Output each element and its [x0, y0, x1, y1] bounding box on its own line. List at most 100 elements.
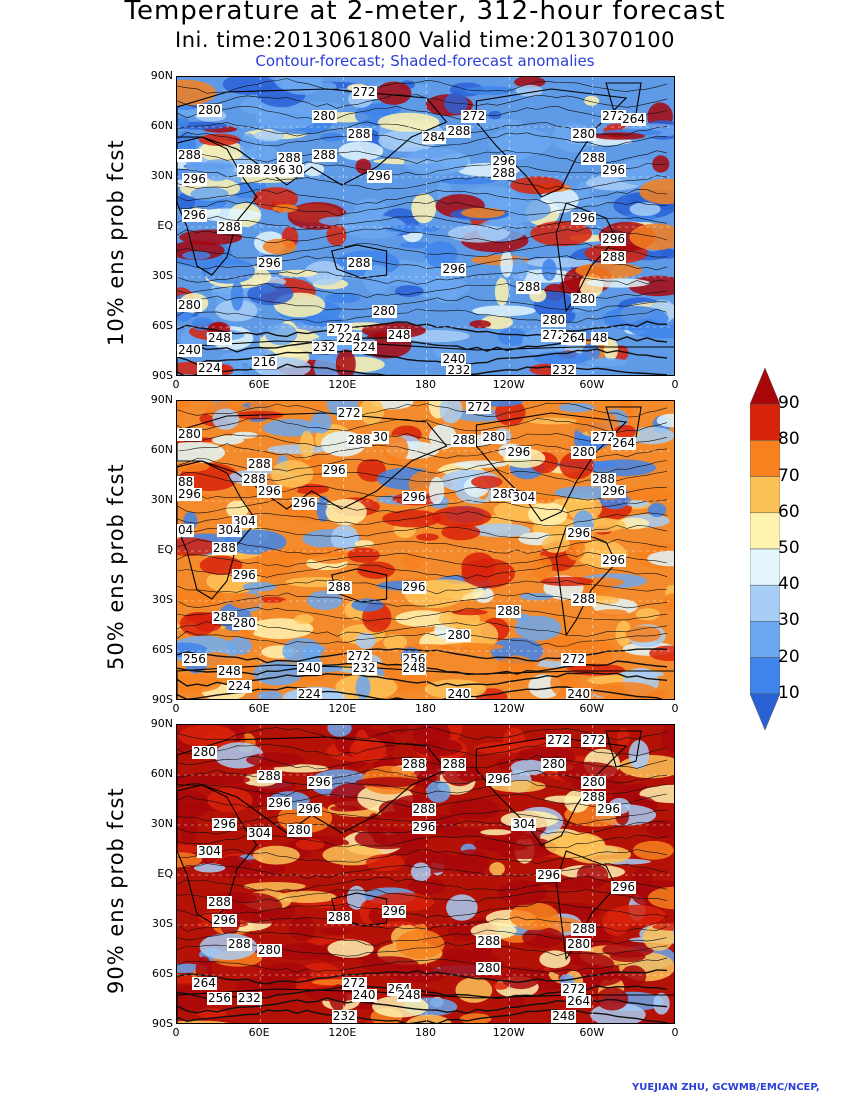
- colorbar-segment: [750, 548, 780, 586]
- anomaly-cell: [383, 435, 409, 464]
- contour-label: 280: [481, 430, 507, 444]
- anomaly-cell: [177, 985, 212, 1012]
- anomaly-cell: [603, 306, 669, 331]
- contour-line: [177, 876, 668, 892]
- anomaly-cell: [385, 224, 440, 233]
- lat-tick-label: 90S: [152, 1017, 173, 1030]
- colorbar-segment: [750, 403, 780, 441]
- contour-label: 272: [341, 976, 367, 990]
- contour-label: 280: [581, 775, 607, 789]
- contour-line: [177, 901, 668, 918]
- colorbar-level-label: 20: [778, 646, 800, 667]
- contour-label: 280: [571, 292, 597, 306]
- anomaly-cell: [346, 885, 367, 910]
- contour-line: [177, 862, 668, 880]
- coastline: [177, 736, 448, 834]
- anomaly-cell: [509, 902, 559, 931]
- contour-line: [177, 227, 668, 244]
- contour-label: 272: [336, 406, 362, 420]
- contour-label: 296: [296, 802, 322, 816]
- anomaly-cell: [455, 977, 493, 1003]
- contour-label: 272: [461, 109, 487, 123]
- contour-label: 288: [476, 934, 502, 948]
- contour-label: 296: [411, 820, 437, 834]
- anomaly-cell: [211, 435, 244, 445]
- contour-label: 288: [571, 922, 597, 936]
- contour-label: 304: [511, 817, 537, 831]
- anomaly-cell: [177, 441, 225, 464]
- panel-side-label: 10% ens prob fcst: [104, 139, 128, 346]
- anomaly-cell: [177, 674, 221, 693]
- anomaly-cell: [199, 140, 245, 162]
- anomaly-cell: [647, 550, 674, 567]
- contour-line: [177, 188, 668, 205]
- anomaly-cell: [230, 281, 244, 311]
- contour-line: [177, 105, 668, 121]
- anomaly-cell: [325, 292, 361, 304]
- contour-label: 296: [211, 913, 237, 927]
- contour-label: 256: [206, 991, 232, 1005]
- anomaly-cell: [528, 502, 568, 527]
- lat-tick-label: 60N: [150, 443, 173, 456]
- time-subtitle: Ini. time:2013061800 Valid time:20130701…: [175, 28, 675, 52]
- colorbar-level-label: 60: [778, 501, 800, 522]
- contour-label: 296: [401, 490, 427, 504]
- anomaly-cell: [406, 1014, 452, 1023]
- anomaly-cell: [472, 305, 536, 317]
- anomaly-cell: [519, 592, 554, 601]
- contour-label: 296: [321, 463, 347, 477]
- contour-line: [177, 969, 668, 985]
- contour-label: 224: [351, 340, 377, 354]
- anomaly-cell: [647, 502, 667, 518]
- anomaly-cell: [627, 500, 648, 508]
- contour-label: 296: [256, 256, 282, 270]
- contour-line: [177, 538, 668, 555]
- contour-label: 248: [216, 664, 242, 678]
- anomaly-cell: [646, 819, 674, 839]
- anomaly-cell: [438, 827, 487, 839]
- chart-title: Temperature at 2-meter, 312-hour forecas…: [124, 0, 726, 26]
- contour-label: 304: [196, 844, 222, 858]
- contour-label: 288: [441, 757, 467, 771]
- contour-label: 296: [441, 262, 467, 276]
- anomaly-cell: [461, 207, 505, 219]
- contour-line: [177, 551, 668, 568]
- anomaly-cell: [354, 729, 369, 758]
- coastline: [605, 730, 642, 768]
- anomaly-cell: [327, 939, 374, 958]
- contour-label: 240: [446, 687, 472, 700]
- contour-label: 288: [346, 256, 372, 270]
- contour-label: 296: [306, 775, 332, 789]
- colorbar-segment: [750, 440, 780, 477]
- lon-tick-label: 60E: [248, 1026, 270, 1039]
- anomaly-cell: [193, 863, 226, 873]
- anomaly-cell: [540, 576, 594, 587]
- contour-line: [177, 621, 668, 637]
- contour-line: [177, 93, 668, 109]
- anomaly-cell: [446, 894, 478, 921]
- contour-label: 280: [476, 961, 502, 975]
- anomaly-shading-p10: [177, 77, 674, 375]
- anomaly-cell: [535, 496, 555, 504]
- contour-label: 280: [571, 445, 597, 459]
- anomaly-cell: [278, 890, 337, 903]
- contour-label: 280: [286, 823, 312, 837]
- contour-label: 296: [401, 580, 427, 594]
- anomaly-cell: [584, 95, 600, 106]
- anomaly-cell: [609, 684, 626, 694]
- anomaly-cell: [635, 608, 660, 621]
- anomaly-cell: [625, 487, 674, 502]
- contour-label: 248: [551, 1009, 577, 1023]
- anomaly-cell: [225, 892, 283, 922]
- colorbar-segment: [750, 476, 780, 514]
- anomaly-cell: [278, 269, 318, 277]
- anomaly-cell: [661, 248, 674, 259]
- contour-label: 88: [177, 475, 195, 489]
- anomaly-cell: [363, 264, 391, 295]
- contour-label: 288: [276, 151, 302, 165]
- anomaly-cell: [629, 202, 661, 216]
- anomaly-cell: [177, 401, 191, 410]
- anomaly-cell: [258, 596, 286, 603]
- anomaly-cell: [627, 426, 674, 445]
- anomaly-cell: [275, 77, 322, 93]
